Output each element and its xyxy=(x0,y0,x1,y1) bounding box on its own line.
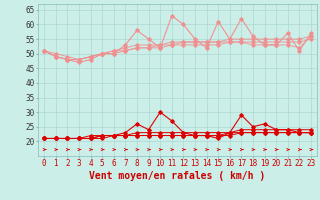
X-axis label: Vent moyen/en rafales ( km/h ): Vent moyen/en rafales ( km/h ) xyxy=(90,171,266,181)
